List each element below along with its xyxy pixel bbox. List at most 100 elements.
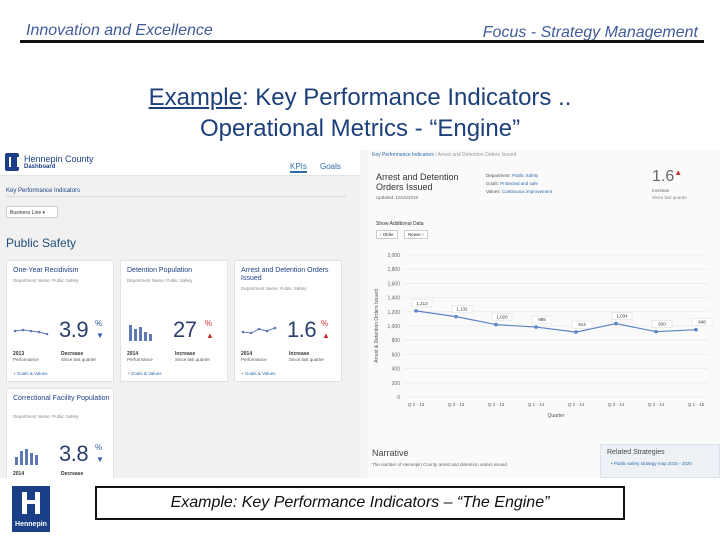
detail-big-value: 1.6▲	[652, 168, 683, 185]
goals-values-link[interactable]: + Goals & Values	[13, 371, 48, 376]
y-tick-label: 1,800	[387, 267, 400, 273]
card-value: 27	[173, 317, 197, 342]
card-percent: %	[95, 319, 103, 328]
show-additional-data[interactable]: Show Additional Data	[376, 221, 424, 227]
data-label-box	[691, 318, 713, 326]
breadcrumb-current: / Arrest and Detention Orders Issued	[433, 152, 517, 158]
older-button[interactable]: ‹ Older	[376, 230, 398, 239]
card-year: 2014 Performance	[127, 351, 153, 362]
arrow-up-icon: ▲	[322, 331, 330, 340]
business-line-select[interactable]: Business Line ▾	[6, 206, 58, 218]
arrow-down-icon: ▼	[96, 331, 104, 340]
data-label: 1,034	[616, 314, 628, 319]
kpi-card-recidivism[interactable]: One-Year Recidivism Department Name: Pub…	[6, 260, 114, 382]
breadcrumb-root-link[interactable]: Key Performance Indicators	[372, 152, 434, 158]
data-label-box	[651, 320, 673, 328]
y-tick-label: 1,600	[387, 281, 400, 287]
data-point	[574, 330, 578, 334]
data-label: 1,132	[456, 307, 468, 312]
related-title: Related Strategies	[607, 449, 665, 456]
detail-updated: Updated: 10/16/2015	[376, 195, 419, 200]
data-point	[454, 314, 458, 319]
section-title: Public Safety	[6, 236, 77, 250]
card-percent: %	[205, 319, 213, 328]
x-tick-label: Q 1 - 14	[528, 402, 545, 407]
slide-title-line-1: Example: Key Performance Indicators ..	[0, 82, 720, 113]
org-sub: Dashboard	[24, 164, 56, 170]
bar-chart-icon	[129, 323, 155, 341]
card-value: 3.9	[59, 317, 89, 342]
hennepin-logo-icon[interactable]	[5, 153, 19, 171]
kpi-card-detention[interactable]: Detention Population Department Name: Pu…	[120, 260, 228, 382]
related-strategy-link[interactable]: • Public safety strategy map 2015 - 2020	[611, 461, 692, 466]
kpi-heading: Key Performance Indicators	[6, 188, 81, 194]
dashboard-screenshot: Hennepin County Dashboard KPIs Goals Key…	[0, 150, 720, 478]
slide-title: Example: Key Performance Indicators .. O…	[0, 82, 720, 144]
business-line-value: Business Line	[10, 210, 42, 216]
detail-meta: Department: Public Safety Goals: Protect…	[486, 173, 552, 194]
header-divider	[20, 40, 704, 43]
card-dept: Department Name: Public Safety	[13, 414, 79, 419]
data-label-box	[491, 313, 513, 321]
sparkline-icon	[13, 328, 49, 336]
arrow-up-icon: ▲	[206, 331, 214, 340]
x-tick-label: Q 1 - 15	[688, 402, 705, 407]
slide-title-line-2: Operational Metrics - “Engine”	[199, 115, 521, 142]
x-tick-label: Q 2 - 13	[408, 402, 425, 407]
data-label: 948	[698, 320, 706, 325]
org-name: Hennepin County	[24, 154, 94, 164]
data-label-box	[611, 312, 633, 320]
x-axis-label: Quarter	[548, 413, 565, 419]
goals-values-link[interactable]: + Goals & Values	[127, 371, 162, 376]
kpi-card-correctional[interactable]: Correctional Facility Population Departm…	[6, 388, 114, 478]
card-percent: %	[321, 319, 329, 328]
card-dept: Department Name: Public Safety	[13, 278, 79, 283]
detail-change: Increase	[652, 188, 670, 193]
y-tick-label: 800	[392, 338, 401, 344]
data-point	[494, 322, 498, 327]
data-point	[694, 327, 698, 332]
orders-line-chart: 2,000 1,800 1,600 1,400 1,200 1,000 800 600 400 2…	[374, 253, 713, 419]
card-percent: %	[95, 443, 103, 452]
sparkline-icon	[241, 326, 277, 335]
detail-title: Arrest and Detention Orders Issued	[376, 172, 459, 192]
footer-logo-text: Hennepin	[15, 521, 47, 528]
x-tick-label: Q 3 - 13	[448, 402, 465, 407]
y-axis-label: Arrest & Detention Orders Issued	[374, 289, 380, 363]
card-value: 1.6	[287, 317, 317, 342]
narrative-text: The number of Hennepin County arrest and…	[372, 462, 509, 467]
card-title: Arrest and Detention Orders Issued	[241, 267, 329, 282]
dashboard-overview: Hennepin County Dashboard KPIs Goals Key…	[0, 150, 360, 478]
card-year: 2014	[13, 471, 25, 477]
card-change: Decrease Since last quarter	[61, 351, 97, 362]
card-value: 3.8	[59, 441, 89, 466]
card-change: Increase Since last quarter	[289, 351, 325, 362]
y-tick-label: 200	[392, 381, 401, 387]
nav-goals[interactable]: Goals	[320, 162, 341, 171]
dept-link[interactable]: Public Safety	[512, 173, 539, 178]
y-tick-label: 1,000	[387, 324, 400, 330]
card-title: Detention Population	[127, 267, 192, 274]
related-strategies: Related Strategies • Public safety strat…	[600, 444, 720, 478]
nav-kpis[interactable]: KPIs	[290, 162, 307, 173]
data-label: 914	[578, 322, 586, 327]
card-change: Increase Since last quarter	[175, 351, 211, 362]
header-left-text: Innovation and Excellence	[26, 22, 213, 39]
arrow-down-icon: ▼	[96, 455, 104, 464]
x-tick-label: Q 4 - 13	[488, 402, 505, 407]
arrow-up-icon: ▲	[674, 168, 683, 177]
values-link[interactable]: Continuous improvement	[501, 189, 552, 194]
newer-button[interactable]: Newer ›	[404, 230, 428, 239]
data-label: 985	[538, 317, 546, 322]
card-year: 2014 Performance	[241, 351, 267, 362]
data-label-box	[411, 299, 433, 308]
detail-change-sub: Since last quarter	[652, 195, 688, 200]
goal-link[interactable]: Protected and safe	[500, 181, 539, 186]
y-tick-label: 0	[397, 395, 400, 401]
data-point	[414, 309, 418, 313]
card-dept: Department Name: Public Safety	[127, 278, 193, 283]
goals-values-link[interactable]: + Goals & Values	[241, 371, 276, 376]
y-tick-label: 1,400	[387, 296, 400, 302]
y-tick-label: 1,200	[387, 310, 400, 316]
kpi-card-arrest-orders[interactable]: Arrest and Detention Orders Issued Depar…	[234, 260, 342, 382]
